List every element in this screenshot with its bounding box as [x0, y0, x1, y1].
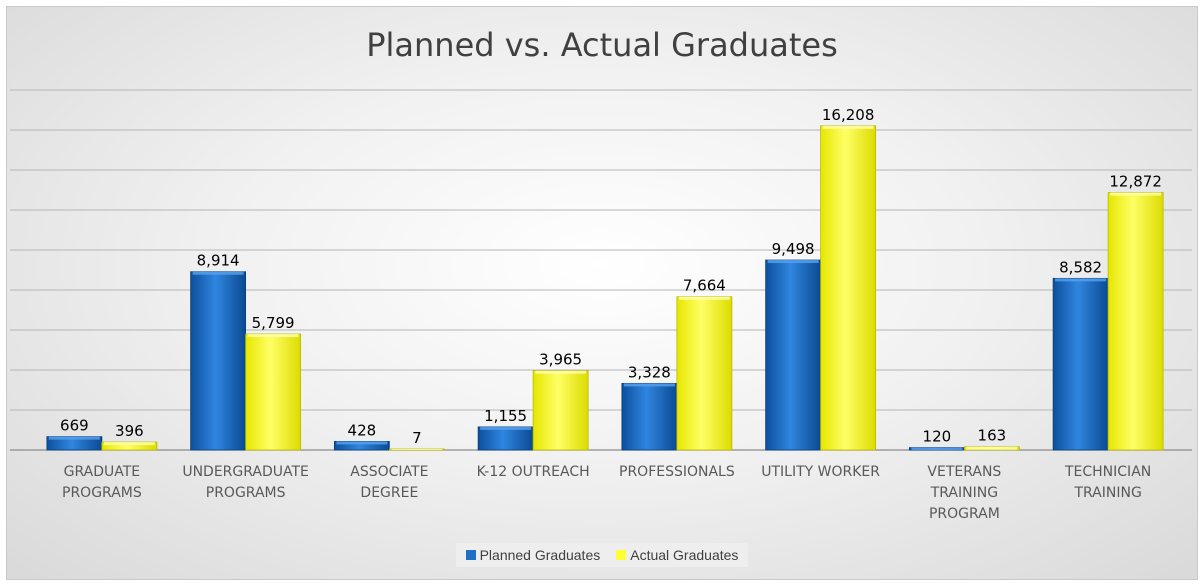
legend: Planned Graduates Actual Graduates: [0, 543, 1204, 567]
legend-item-planned: Planned Graduates: [465, 547, 601, 563]
data-label-planned-6: 120: [923, 428, 952, 446]
bar-planned-1: [190, 271, 247, 451]
category-label-4: PROFESSIONALS: [619, 464, 735, 480]
bar-planned-7: [1052, 277, 1109, 451]
category-label-2: DEGREE: [360, 485, 418, 501]
bar-bevel: [103, 442, 155, 446]
data-label-actual-3: 3,965: [539, 351, 582, 369]
legend-label-actual: Actual Graduates: [630, 547, 739, 563]
legend-swatch-actual: [616, 550, 627, 560]
category-label-0: PROGRAMS: [62, 485, 142, 501]
bar-actual-7: [1107, 192, 1164, 451]
bar-actual-3: [532, 370, 589, 451]
category-label-6: VETERANS: [927, 464, 1001, 480]
data-label-planned-2: 428: [348, 421, 377, 439]
bar-bevel: [767, 260, 819, 264]
bar-bevel: [247, 334, 299, 338]
data-label-planned-7: 8,582: [1059, 258, 1102, 276]
category-label-3: K-12 OUTREACH: [477, 464, 590, 480]
legend-swatch-planned: [465, 550, 476, 560]
chart-title: Planned vs. Actual Graduates: [366, 26, 838, 64]
bar-bevel: [966, 446, 1018, 450]
bar-actual-4: [676, 296, 733, 451]
bar-bevel: [911, 447, 963, 450]
category-label-6: PROGRAM: [929, 506, 1000, 522]
category-label-1: PROGRAMS: [206, 485, 286, 501]
bar-bevel: [48, 436, 100, 440]
data-label-actual-0: 396: [115, 422, 144, 440]
bar-bevel: [391, 449, 443, 450]
bar-bevel: [1110, 192, 1162, 196]
category-label-2: ASSOCIATE: [350, 464, 428, 480]
bar-bevel: [822, 125, 874, 129]
bar-planned-5: [765, 259, 822, 451]
bar-planned-3: [477, 426, 534, 451]
category-label-5: UTILITY WORKER: [761, 464, 880, 480]
category-label-0: GRADUATE: [64, 464, 141, 480]
data-label-planned-0: 669: [60, 417, 89, 435]
bar-bevel: [1055, 278, 1107, 282]
bar-actual-5: [820, 125, 877, 451]
bar-planned-4: [621, 383, 678, 451]
data-label-actual-1: 5,799: [252, 314, 295, 332]
bar-bevel: [336, 441, 388, 445]
category-label-7: TRAINING: [1073, 485, 1141, 501]
legend-label-planned: Planned Graduates: [479, 547, 601, 563]
data-label-planned-3: 1,155: [484, 407, 527, 425]
bar-bevel: [192, 271, 244, 275]
bar-actual-1: [245, 333, 302, 451]
data-label-planned-5: 9,498: [772, 240, 815, 258]
bar-bevel: [480, 426, 532, 430]
bar-bevel: [623, 383, 675, 387]
bar-bevel: [678, 296, 730, 300]
data-label-actual-6: 163: [978, 427, 1007, 445]
data-label-planned-4: 3,328: [628, 363, 671, 381]
data-label-actual-5: 16,208: [822, 106, 875, 124]
data-label-actual-4: 7,664: [683, 277, 726, 295]
category-label-7: TECHNICIAN: [1064, 464, 1151, 480]
data-label-actual-7: 12,872: [1109, 173, 1162, 191]
legend-item-actual: Actual Graduates: [616, 547, 738, 563]
bar-bevel: [535, 370, 587, 374]
category-label-6: TRAINING: [930, 485, 998, 501]
data-label-planned-1: 8,914: [197, 252, 240, 270]
category-label-1: UNDERGRADUATE: [182, 464, 309, 480]
data-label-actual-2: 7: [412, 429, 422, 447]
